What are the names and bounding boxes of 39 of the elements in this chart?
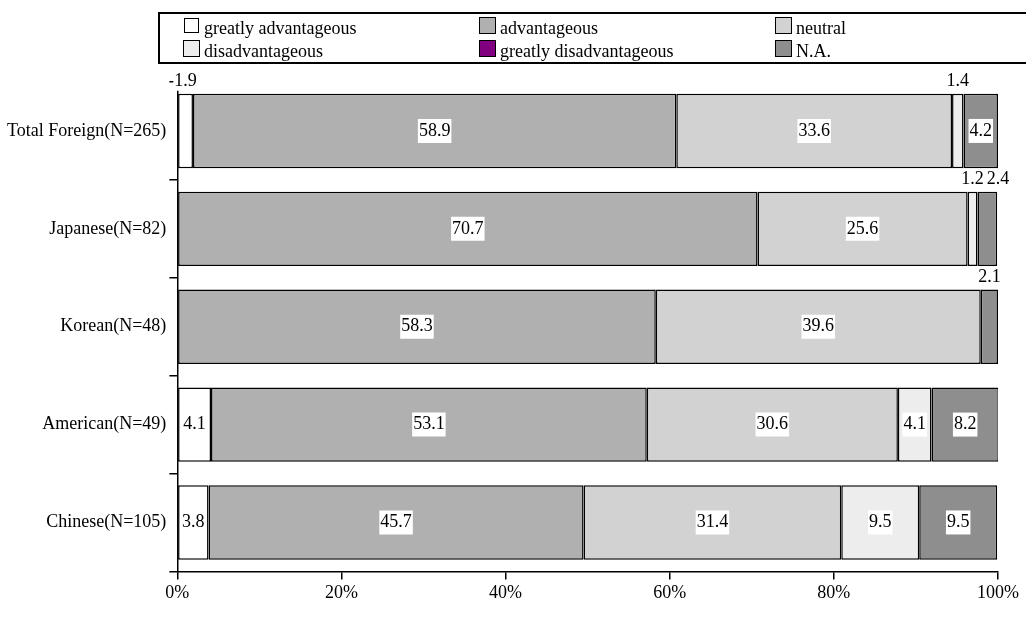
data-label: 39.6 [802, 315, 835, 336]
x-tick-label: 20% [324, 581, 358, 602]
data-label: 1.2 [961, 168, 984, 189]
data-label: 8.2 [953, 413, 977, 434]
x-tick-label: 80% [817, 581, 851, 602]
data-label: 31.4 [696, 511, 729, 532]
data-label: 58.3 [401, 315, 433, 336]
legend-label: greatly advantageous [204, 18, 357, 39]
data-label: 25.6 [846, 217, 879, 238]
data-label: 33.6 [798, 119, 830, 140]
data-label: 9.5 [868, 511, 892, 532]
x-tick-label: 0% [165, 581, 190, 602]
x-tick-label: 60% [653, 581, 687, 602]
legend-label: greatly disadvantageous [500, 41, 674, 62]
data-label: 2.1 [978, 266, 1001, 287]
x-tick-label: 40% [489, 581, 523, 602]
data-label: 30.6 [756, 413, 789, 434]
x-tick-label: 100% [977, 581, 1019, 602]
legend-label: advantageous [500, 18, 598, 39]
y-tick-label: Total Foreign(N=265) [6, 119, 167, 141]
y-tick-label: American(N=49) [42, 413, 167, 435]
legend-label: N.A. [796, 41, 831, 62]
data-label: 53.1 [413, 413, 445, 434]
legend-label: neutral [796, 18, 846, 39]
data-label: 1.9 [174, 70, 197, 91]
y-tick-label: Korean(N=48) [60, 315, 167, 337]
data-label: 58.9 [418, 119, 451, 140]
data-label: 4.2 [969, 119, 993, 140]
data-label: 2.4 [986, 168, 1010, 189]
data-label: 3.8 [182, 511, 205, 532]
y-tick-label: Japanese(N=82) [49, 217, 167, 239]
legend-label: disadvantageous [204, 41, 323, 62]
data-label: 4.1 [183, 413, 206, 434]
data-label: 45.7 [380, 511, 412, 532]
data-label: 4.1 [903, 413, 926, 434]
data-label: 1.4 [946, 70, 970, 91]
y-tick-label: Chinese(N=105) [46, 511, 167, 533]
data-label: 9.5 [946, 511, 970, 532]
data-label: 70.7 [452, 217, 484, 238]
